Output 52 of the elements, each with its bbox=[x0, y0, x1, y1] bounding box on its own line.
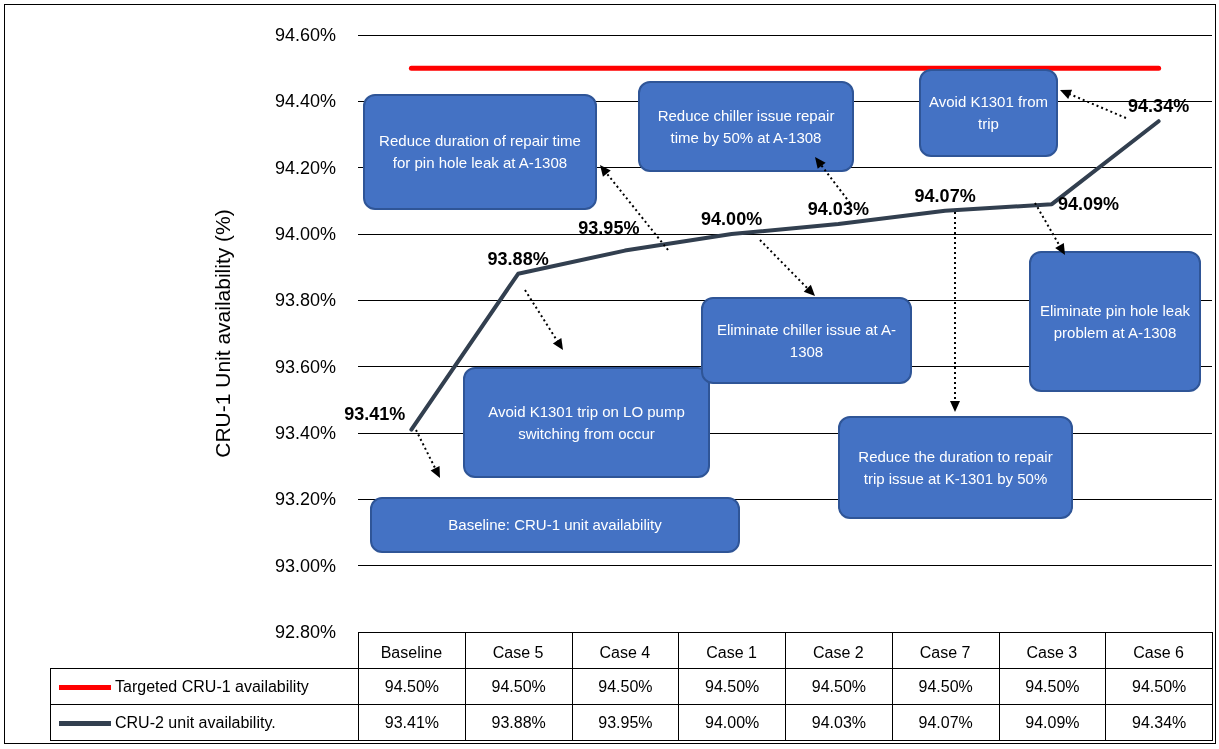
callout-box: Baseline: CRU-1 unit availability bbox=[370, 497, 740, 553]
x-tick-label: Case 5 bbox=[492, 643, 544, 661]
x-tick-label: Case 2 bbox=[813, 643, 864, 661]
x-tick-label: Case 1 bbox=[706, 643, 758, 661]
data-label: 94.50% bbox=[892, 668, 999, 705]
data-label: 94.50% bbox=[1105, 668, 1213, 705]
data-label: 94.50% bbox=[465, 668, 572, 705]
data-label: 94.09% bbox=[999, 704, 1106, 741]
y-tick-label: 94.00% bbox=[274, 224, 336, 244]
callout-box: Reduce duration of repair time for pin hole leak at A-1308 bbox=[363, 94, 597, 210]
data-label: 93.95% bbox=[572, 704, 679, 741]
x-tick-label: Baseline bbox=[380, 643, 443, 661]
y-tick-label: 94.20% bbox=[274, 157, 336, 178]
x-tick-label: Case 3 bbox=[1026, 643, 1078, 661]
callout-box: Eliminate chiller issue at A-1308 bbox=[701, 297, 912, 384]
y-tick-label: 93.80% bbox=[274, 290, 336, 311]
y-tick-label: 93.40% bbox=[274, 423, 336, 443]
text: 94.03% bbox=[807, 199, 869, 220]
data-label: 94.50% bbox=[785, 668, 893, 705]
x-tick-label: Case 4 bbox=[599, 643, 651, 661]
callout-box: Reduce the duration to repair trip issue at K-1301 by 50% bbox=[838, 416, 1073, 519]
y-tick-label: 94.60% bbox=[274, 25, 336, 45]
y-tick-label: 92.80% bbox=[274, 622, 336, 642]
data-label: 94.50% bbox=[678, 668, 786, 705]
callout-box: Reduce chiller issue repair time by 50% at A-1308 bbox=[638, 81, 854, 172]
y-tick-label: 94.40% bbox=[274, 91, 336, 112]
y-tick-label: 93.60% bbox=[274, 356, 336, 377]
data-label: 94.34% bbox=[1105, 704, 1213, 741]
data-label: 94.00% bbox=[678, 704, 786, 741]
text: 94.09% bbox=[1057, 194, 1119, 215]
legend-label: CRU-2 unit availability. bbox=[50, 704, 359, 741]
text: 93.95% bbox=[578, 217, 640, 238]
text: 93.88% bbox=[487, 248, 549, 269]
data-label: 94.50% bbox=[999, 668, 1106, 705]
text: 94.07% bbox=[914, 185, 976, 206]
data-label: 93.41% bbox=[358, 704, 466, 741]
callout-box: Avoid K1301 from trip bbox=[919, 69, 1058, 157]
data-label: 94.50% bbox=[572, 668, 679, 705]
x-tick-label: Case 7 bbox=[919, 643, 971, 661]
text: 93.41% bbox=[344, 403, 406, 424]
data-label: 94.50% bbox=[358, 668, 466, 705]
y-tick-label: 93.00% bbox=[274, 555, 336, 576]
text: 94.00% bbox=[701, 209, 763, 229]
y-tick-label: 93.20% bbox=[274, 489, 336, 510]
x-tick-label: Case 6 bbox=[1133, 643, 1185, 661]
data-label: 93.88% bbox=[465, 704, 572, 741]
data-label: 94.03% bbox=[785, 704, 893, 741]
legend-label: Targeted CRU-1 availability bbox=[50, 668, 359, 705]
callout-box: Eliminate pin hole leak problem at A-1308 bbox=[1029, 251, 1201, 392]
y-axis-title: CRU-1 Unit availability (%) bbox=[211, 209, 234, 458]
data-label: 94.07% bbox=[892, 704, 999, 741]
callout-box: Avoid K1301 trip on LO pump switching from occur bbox=[463, 367, 710, 478]
